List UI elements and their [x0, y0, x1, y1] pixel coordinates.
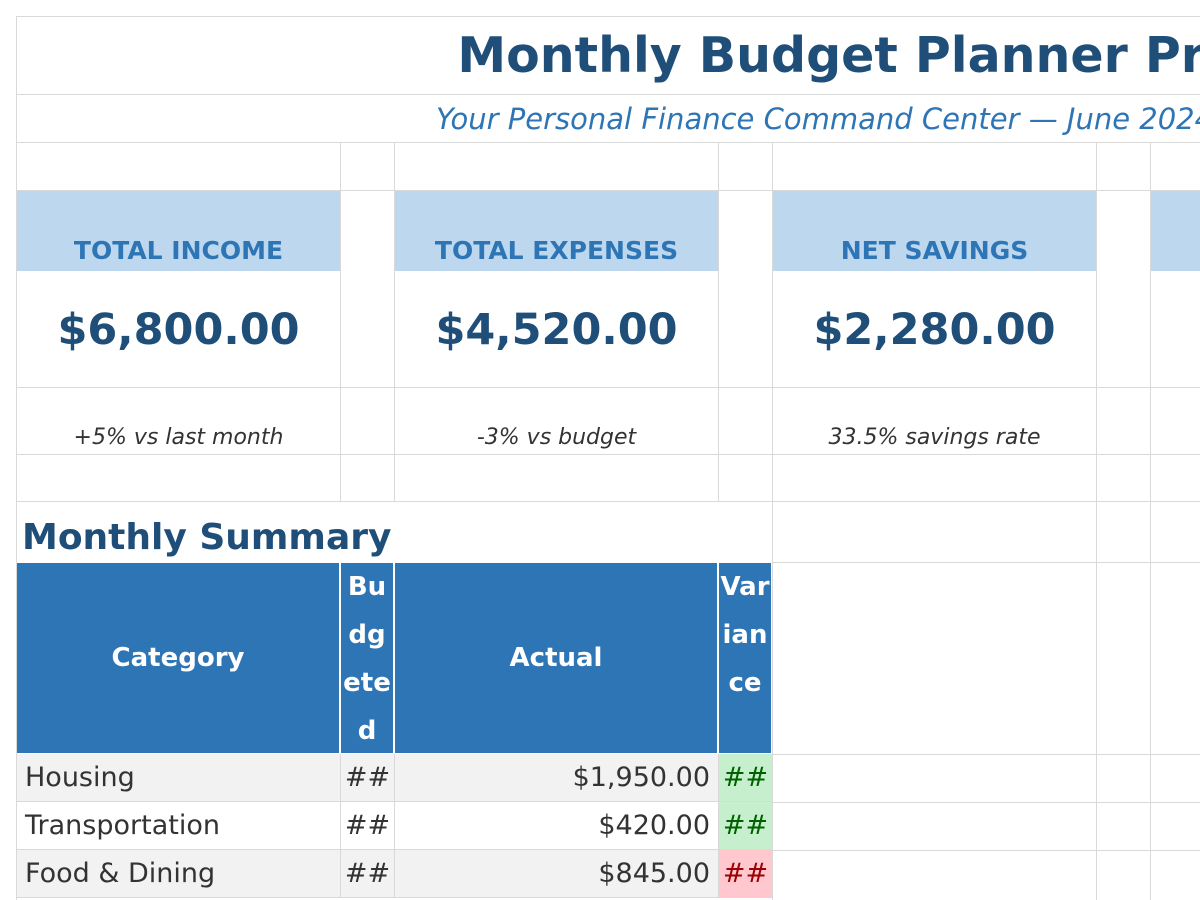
kpi-income-label: TOTAL INCOME — [17, 191, 340, 271]
table-row-actual[interactable]: $420.00 — [395, 802, 719, 850]
col-header-variance[interactable]: Variance — [719, 563, 772, 753]
kpi-income-note: +5% vs last month — [73, 425, 284, 450]
kpi-expenses-value: $4,520.00 — [435, 304, 678, 355]
page-subtitle: Your Personal Finance Command Center — J… — [436, 102, 1200, 136]
table-row-budgeted[interactable]: ## — [341, 802, 395, 850]
col-header-budgeted[interactable]: Budgeted — [341, 563, 394, 753]
table-row-category[interactable]: Transportation — [17, 802, 341, 850]
table-row-budgeted[interactable]: ## — [341, 850, 395, 898]
table-row-actual[interactable]: $1,950.00 — [395, 754, 719, 802]
table-row-variance[interactable]: ## — [719, 802, 773, 850]
table-row-category[interactable]: Food & Dining — [17, 850, 341, 898]
kpi-savings-value: $2,280.00 — [813, 304, 1056, 355]
table-row-variance[interactable]: ## — [719, 850, 773, 898]
kpi-card-partial — [1151, 191, 1200, 271]
page-title: Monthly Budget Planner Pro — [457, 26, 1200, 84]
kpi-expenses-label: TOTAL EXPENSES — [395, 191, 718, 271]
kpi-expenses-note: -3% vs budget — [476, 425, 637, 450]
table-row-budgeted[interactable]: ## — [341, 754, 395, 802]
kpi-savings-label: NET SAVINGS — [773, 191, 1096, 271]
table-row-category[interactable]: Housing — [17, 754, 341, 802]
table-row-actual[interactable]: $845.00 — [395, 850, 719, 898]
kpi-income-value: $6,800.00 — [57, 304, 300, 355]
table-row-variance[interactable]: ## — [719, 754, 773, 802]
col-header-category[interactable]: Category — [17, 563, 340, 753]
col-header-actual[interactable]: Actual — [395, 563, 718, 753]
summary-title: Monthly Summary — [22, 517, 392, 558]
kpi-savings-note: 33.5% savings rate — [828, 425, 1041, 450]
